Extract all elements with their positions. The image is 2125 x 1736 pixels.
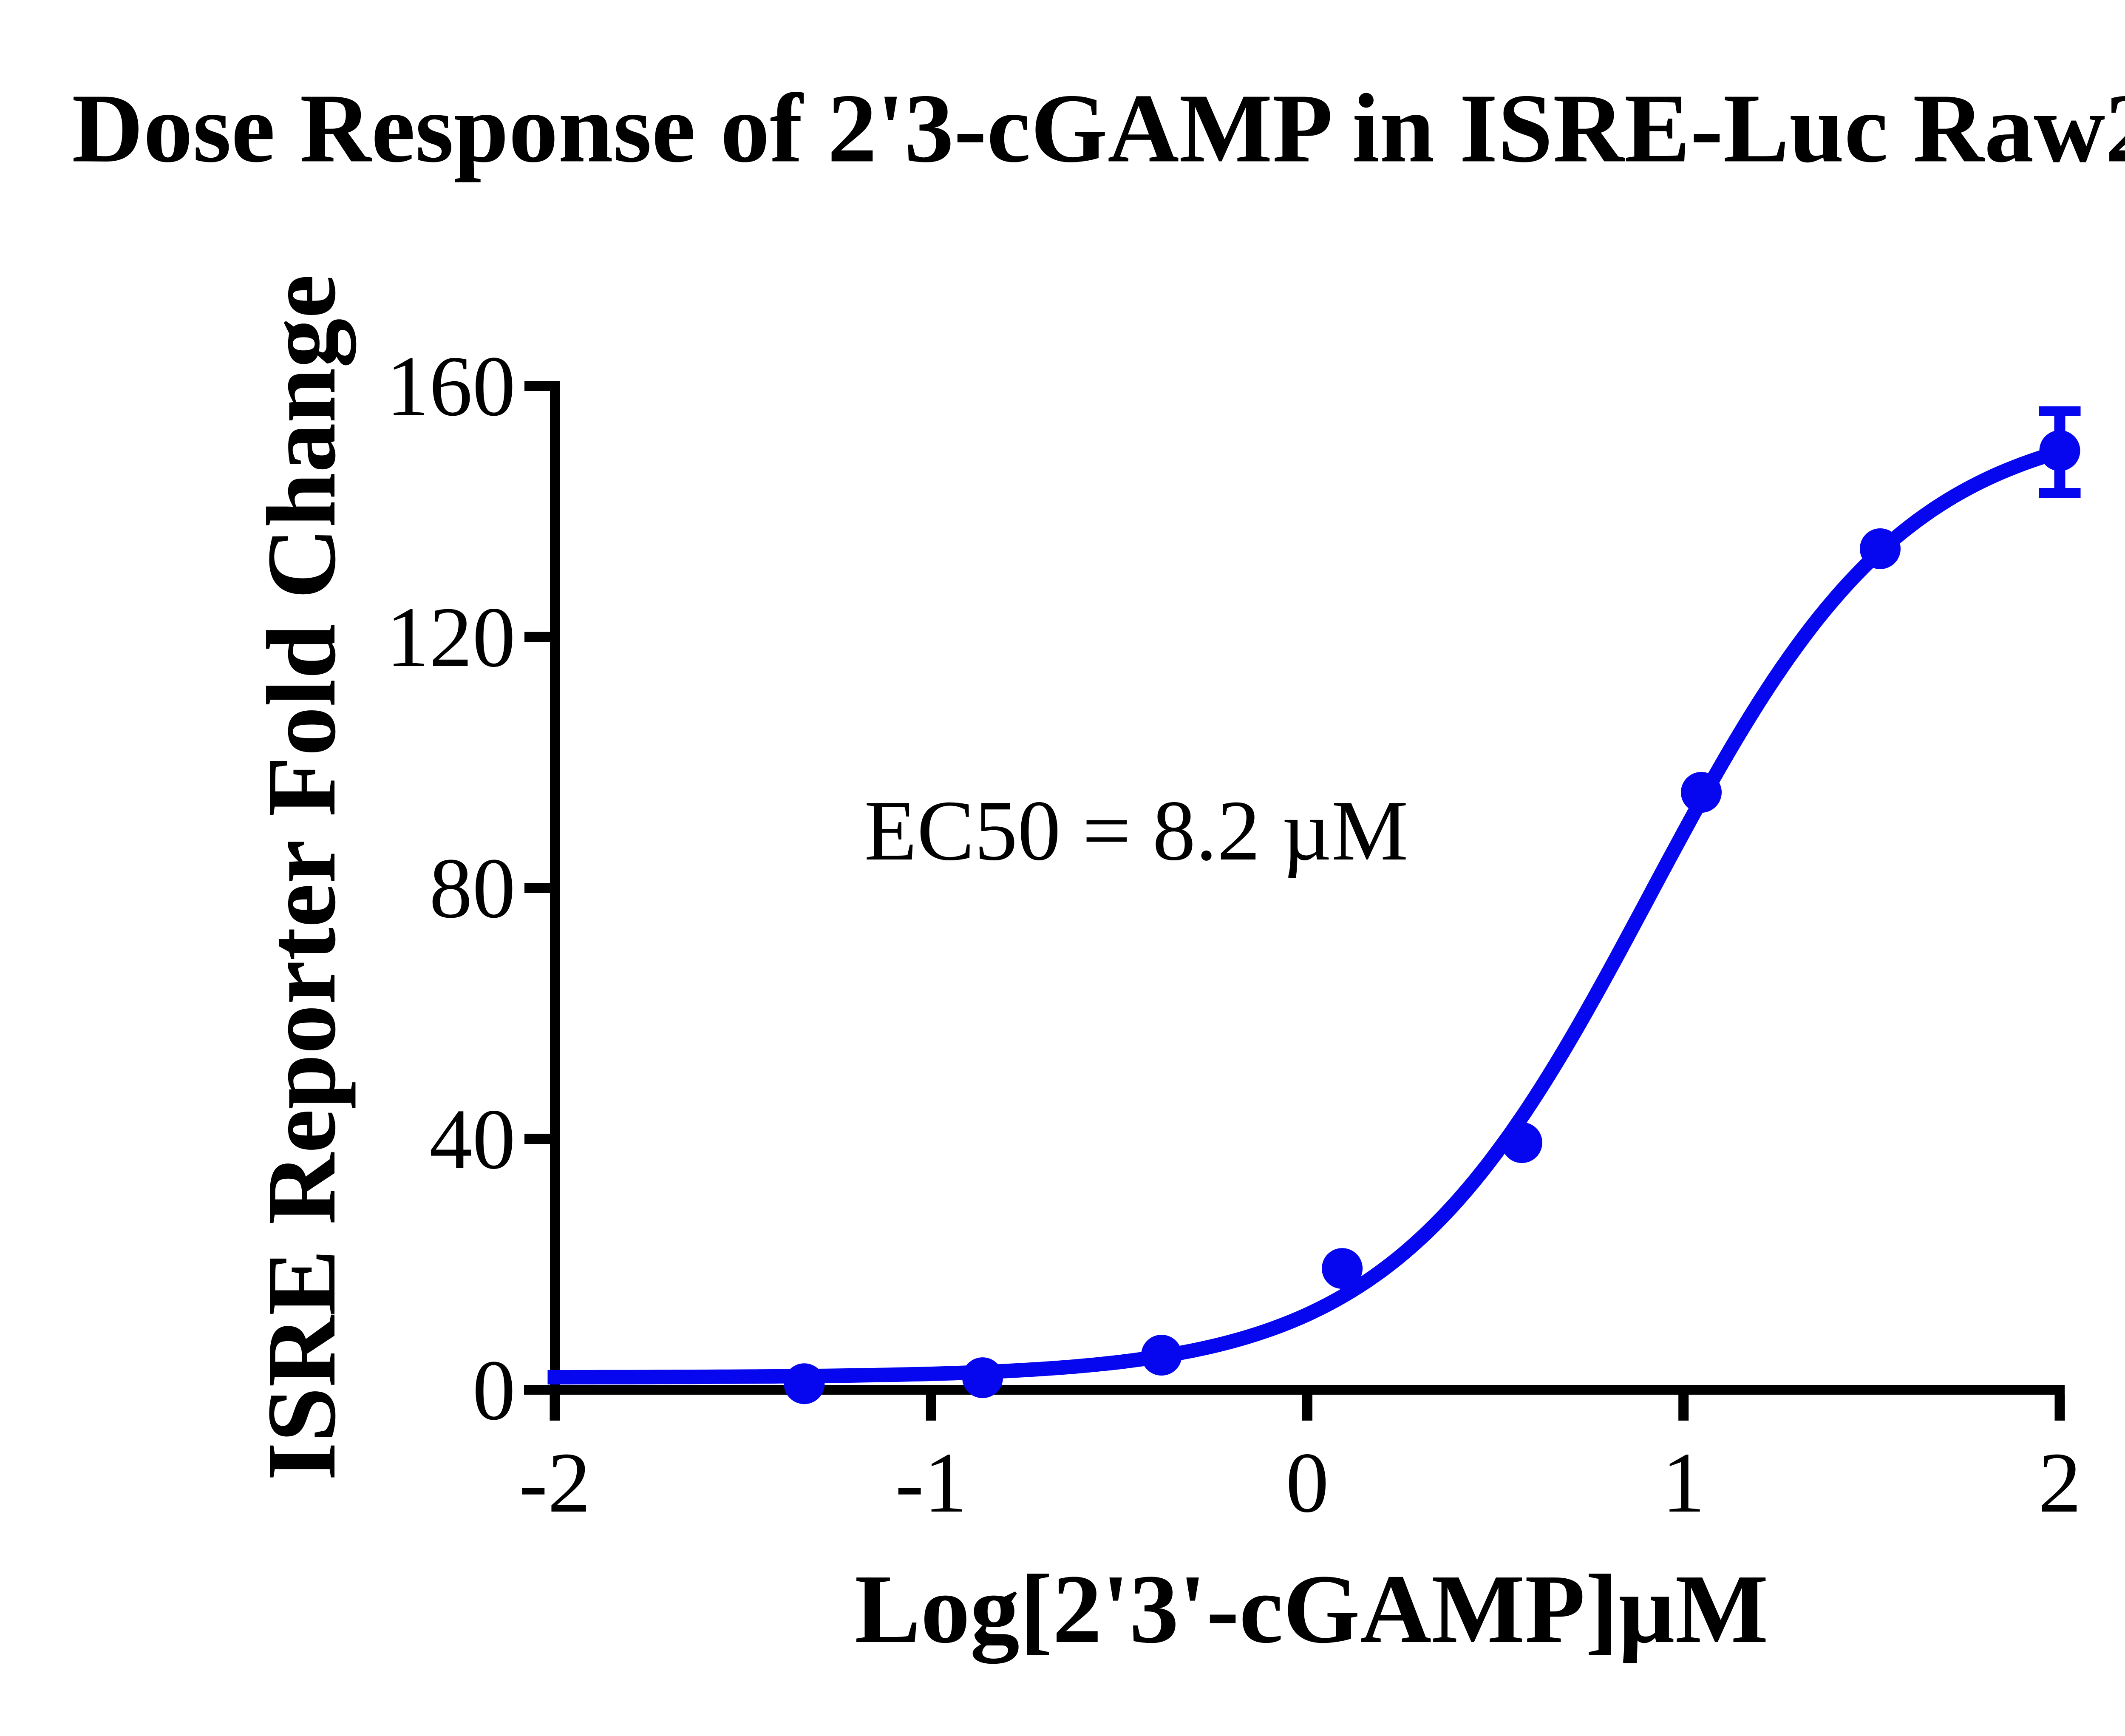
svg-text:40: 40 (429, 1091, 516, 1187)
svg-text:160: 160 (386, 338, 516, 434)
svg-text:120: 120 (386, 589, 516, 685)
svg-text:Log[2'3'-cGAMP]µM: Log[2'3'-cGAMP]µM (855, 1554, 1768, 1664)
svg-text:0: 0 (473, 1342, 516, 1438)
svg-text:1: 1 (1662, 1435, 1705, 1530)
svg-text:Dose Response of 2'3-cGAMP in: Dose Response of 2'3-cGAMP in ISRE-Luc R… (72, 74, 2125, 183)
svg-text:-1: -1 (895, 1435, 967, 1530)
svg-text:80: 80 (429, 840, 516, 936)
svg-text:0: 0 (1286, 1435, 1329, 1530)
svg-text:2: 2 (2038, 1435, 2082, 1530)
svg-text:ISRE Reporter Fold Change: ISRE Reporter Fold Change (247, 275, 356, 1481)
svg-text:-2: -2 (519, 1435, 591, 1530)
svg-text:EC50 = 8.2 µM: EC50 = 8.2 µM (864, 783, 1408, 878)
